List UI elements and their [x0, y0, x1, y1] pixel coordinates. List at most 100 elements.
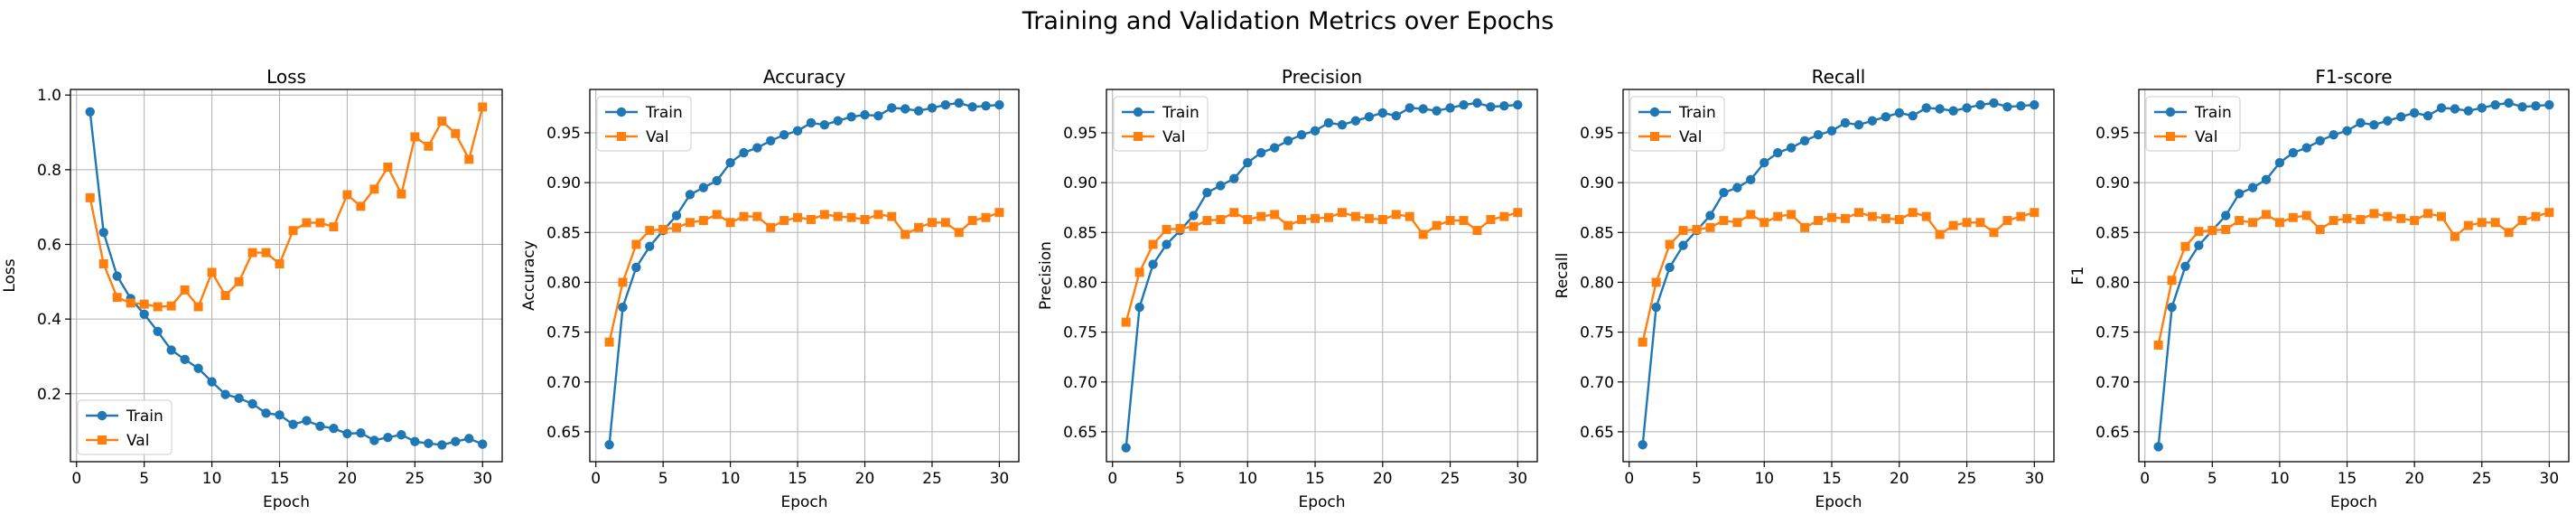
data-point-train [1350, 116, 1361, 126]
data-point-val [1962, 218, 1972, 228]
data-point-train [2531, 101, 2541, 111]
x-axis-label: Epoch [1298, 493, 1345, 511]
data-point-train [1826, 126, 1837, 136]
data-point-train [2409, 108, 2420, 118]
data-point-train [2517, 102, 2527, 112]
data-point-val [112, 293, 122, 303]
legend: Train Val [596, 96, 692, 152]
data-point-val [2531, 211, 2541, 221]
series-line-train [2157, 101, 2550, 447]
data-point-train [913, 106, 924, 116]
data-point-train [806, 117, 817, 128]
data-point-val [451, 128, 461, 138]
data-point-train [2301, 143, 2311, 153]
data-point-train [329, 424, 339, 434]
y-tick-label: 0.70 [2095, 374, 2130, 392]
data-point-val [1229, 208, 1239, 218]
data-point-val [1202, 216, 1212, 226]
y-tick-label: 0.90 [546, 174, 581, 192]
data-point-train [2153, 442, 2163, 452]
y-tick-label: 0.75 [2095, 324, 2130, 342]
data-point-val [1270, 210, 1280, 220]
data-point-val [1513, 208, 1523, 218]
data-point-train [1121, 443, 1131, 453]
data-point-train [261, 408, 271, 418]
data-point-val [1311, 213, 1321, 223]
data-point-val [672, 222, 682, 232]
data-point-val [424, 141, 434, 151]
data-point-train [1391, 111, 1401, 121]
data-point-train [1921, 103, 1931, 113]
data-point-val [1459, 216, 1469, 226]
data-point-val [1881, 213, 1890, 223]
data-point-train [139, 309, 149, 319]
data-point-val [2423, 209, 2433, 219]
data-point-train [1989, 98, 1999, 108]
legend: Train Val [1629, 96, 1725, 152]
legend-label-val: Val [126, 432, 149, 450]
data-point-train [275, 410, 285, 420]
data-point-train [1418, 104, 1428, 114]
data-point-val [315, 218, 325, 228]
x-tick-label: 5 [139, 470, 149, 488]
x-tick-label: 15 [788, 470, 807, 488]
legend-label-train: Train [126, 407, 163, 426]
data-point-train [2422, 111, 2433, 121]
data-point-train [1867, 116, 1878, 126]
x-tick-label: 10 [1237, 470, 1257, 488]
data-point-val [1921, 211, 1931, 221]
chart-panel-5: 0 5 10 15 20 25 30 0.65 0.70 0.75 0.80 0.85 0.90 0.95… [2069, 66, 2570, 511]
data-point-val [1283, 220, 1293, 230]
data-point-train [451, 436, 461, 446]
data-point-train [712, 175, 722, 186]
x-tick-label: 20 [1890, 470, 1909, 488]
data-point-val [1323, 212, 1333, 222]
data-point-val [994, 208, 1004, 218]
data-point-val [1350, 211, 1360, 221]
data-point-val [1678, 226, 1688, 236]
data-point-val [193, 302, 203, 312]
y-tick-label: 0.70 [1063, 374, 1097, 392]
data-point-train [1162, 239, 1171, 249]
data-point-train [2234, 189, 2245, 199]
data-point-val [2329, 216, 2338, 226]
legend-label-val: Val [1162, 128, 1185, 146]
series-line-train [1641, 101, 2035, 445]
x-axis-label: Epoch [263, 493, 310, 511]
data-point-train [1853, 119, 1864, 130]
data-point-val [1121, 317, 1131, 327]
data-point-train [1499, 101, 1509, 111]
data-point-train [1799, 136, 1810, 146]
data-point-train [900, 104, 910, 114]
plot-frame [1622, 89, 2055, 463]
data-point-val [1189, 221, 1199, 231]
data-point-val [2301, 211, 2311, 220]
x-tick-label: 30 [990, 470, 1010, 488]
data-point-val [1853, 208, 1863, 218]
data-point-train [618, 302, 628, 313]
data-point-val [1746, 210, 1756, 220]
y-tick-label: 0.95 [1063, 125, 1097, 143]
chart-title: Accuracy [763, 66, 845, 88]
data-point-train [2180, 261, 2190, 271]
y-tick-label: 0.65 [2095, 424, 2130, 442]
data-point-val [1162, 224, 1171, 234]
data-point-train [1705, 211, 1715, 220]
y-tick-label: 0.90 [2095, 174, 2130, 192]
data-point-train [1296, 129, 1307, 140]
data-point-val [2436, 211, 2446, 221]
data-point-val [1665, 239, 1675, 249]
plot-frame [2138, 89, 2570, 463]
data-point-train [464, 434, 474, 444]
data-point-val [954, 228, 964, 238]
data-point-val [1364, 213, 1374, 223]
data-point-train [193, 363, 203, 373]
series-line-val [608, 211, 1000, 342]
data-point-train [887, 103, 897, 113]
data-point-train [315, 421, 325, 431]
data-point-train [1773, 147, 1783, 158]
data-point-val [1472, 226, 1482, 236]
data-point-train [1283, 136, 1293, 146]
data-point-val [247, 248, 257, 258]
